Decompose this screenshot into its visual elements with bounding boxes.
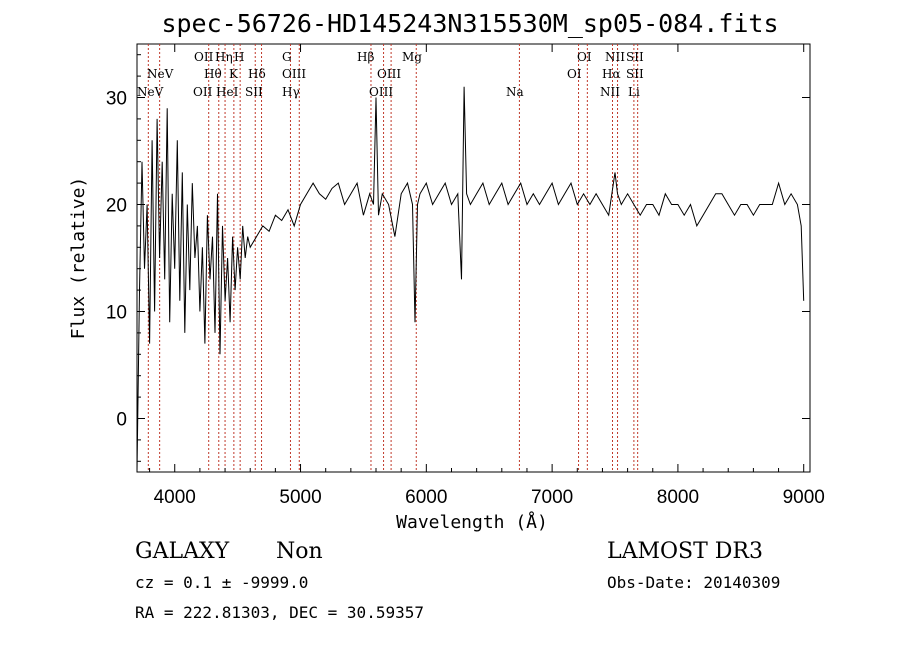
line-labels: NeV NeV OII Hη H Hθ K Hδ OII HeI SII G O… bbox=[137, 50, 644, 99]
line-label: NII bbox=[605, 50, 625, 64]
line-label: OI bbox=[567, 67, 582, 81]
x-tick-label: 5000 bbox=[279, 487, 321, 508]
observation-date: Obs-Date: 20140309 bbox=[607, 573, 780, 592]
ra-dec-coordinates: RA = 222.81303, DEC = 30.59357 bbox=[135, 603, 424, 622]
survey-name: LAMOST DR3 bbox=[607, 539, 763, 564]
line-label: SII bbox=[626, 50, 644, 64]
line-label: OII bbox=[194, 50, 214, 64]
line-label: OI bbox=[577, 50, 592, 64]
line-label: Hγ bbox=[282, 85, 300, 99]
x-tick-label: 6000 bbox=[405, 487, 447, 508]
y-tick-label: 20 bbox=[106, 196, 127, 217]
line-label: Hδ bbox=[248, 67, 266, 81]
x-tick-label: 9000 bbox=[783, 487, 825, 508]
line-label: NeV bbox=[137, 85, 164, 99]
emission-line-markers bbox=[147, 44, 639, 472]
footer-info: GALAXY Non LAMOST DR3 cz = 0.1 ± -9999.0… bbox=[135, 539, 780, 622]
line-label: SII bbox=[245, 85, 263, 99]
line-label: Hη bbox=[215, 50, 233, 64]
line-label: NeV bbox=[147, 67, 174, 81]
line-label: K bbox=[229, 67, 239, 81]
x-axis-ticks: 4000 5000 6000 7000 8000 9000 bbox=[149, 44, 825, 508]
line-label: NII bbox=[600, 85, 620, 99]
line-label: Hα bbox=[602, 67, 621, 81]
plot-frame bbox=[136, 43, 811, 473]
redshift-cz: cz = 0.1 ± -9999.0 bbox=[135, 573, 308, 592]
x-axis-label: Wavelength (Å) bbox=[396, 511, 548, 533]
y-tick-label: 30 bbox=[106, 89, 127, 110]
line-label: OII bbox=[193, 85, 213, 99]
y-axis-ticks: 0 10 20 30 bbox=[106, 54, 810, 462]
line-label: OIII bbox=[282, 67, 306, 81]
line-label: Na bbox=[506, 85, 524, 99]
x-tick-label: 4000 bbox=[154, 487, 196, 508]
y-tick-label: 0 bbox=[116, 410, 127, 431]
line-label: Li bbox=[628, 85, 640, 99]
x-tick-label: 8000 bbox=[657, 487, 699, 508]
line-label: SII bbox=[626, 67, 644, 81]
y-axis-label: Flux (relative) bbox=[68, 177, 89, 340]
line-label: OIII bbox=[377, 67, 401, 81]
line-label: H bbox=[234, 50, 244, 64]
x-tick-label: 7000 bbox=[531, 487, 573, 508]
plot-area: 4000 5000 6000 7000 8000 9000 0 10 20 30 bbox=[106, 43, 825, 508]
line-label: HeI bbox=[216, 85, 239, 99]
y-tick-label: 10 bbox=[106, 303, 127, 324]
object-subclass: Non bbox=[276, 539, 323, 564]
spectrum-series-line bbox=[136, 86, 805, 473]
line-label: G bbox=[282, 50, 292, 64]
chart-title: spec-56726-HD145243N315530M_sp05-084.fit… bbox=[161, 9, 778, 38]
line-label: Hθ bbox=[204, 67, 222, 81]
line-label: Hβ bbox=[357, 50, 374, 64]
line-label: OIII bbox=[369, 85, 393, 99]
object-class: GALAXY bbox=[135, 539, 230, 564]
line-label: Mg bbox=[402, 50, 422, 64]
